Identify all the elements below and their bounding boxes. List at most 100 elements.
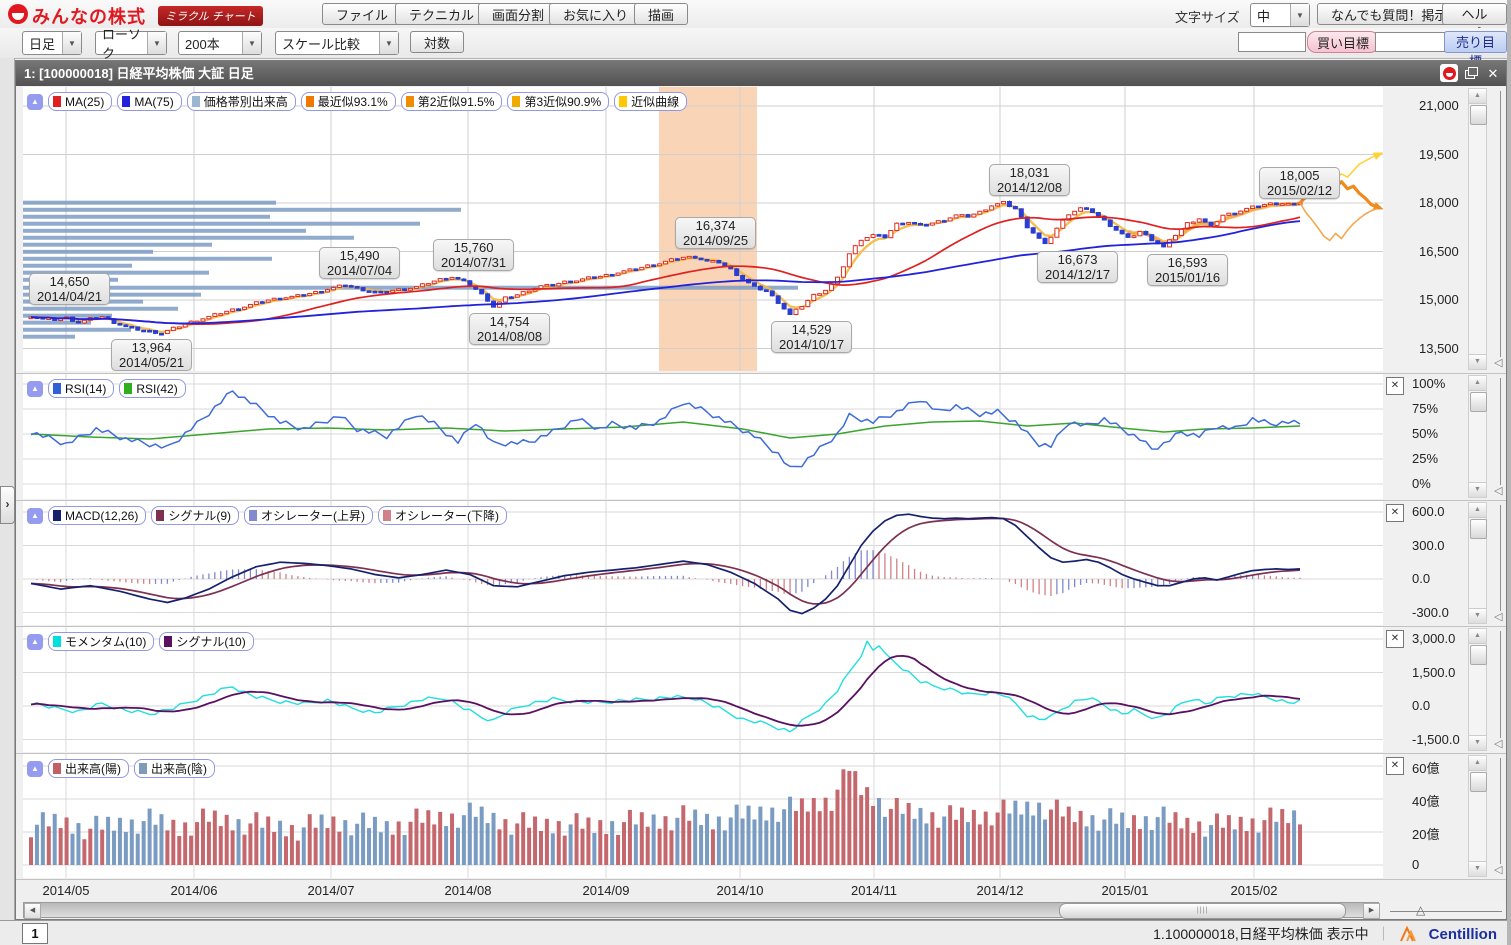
legend-chip[interactable]: MA(25) bbox=[48, 92, 113, 111]
scroll-down-icon[interactable]: ▼ bbox=[1469, 608, 1486, 623]
legend-chip[interactable]: 第2近似91.5% bbox=[400, 92, 503, 111]
slider-handle-icon[interactable]: ◁ bbox=[1494, 738, 1503, 750]
volume-chart-plot[interactable]: ▲ 出来高(陽) 出来高(陰) bbox=[23, 754, 1383, 878]
scroll-right-icon[interactable]: ▶ bbox=[1363, 903, 1380, 919]
page-tab-1[interactable]: 1 bbox=[22, 923, 48, 944]
macd-chart-plot[interactable]: ▲ MACD(12,26) シグナル(9) オシレーター(上昇) オシレーター(下降) bbox=[23, 501, 1383, 625]
scrollbar-thumb[interactable] bbox=[1470, 392, 1487, 412]
price-vertical-scrollbar[interactable]: ▲ ▼ bbox=[1468, 88, 1487, 370]
close-volume-panel-button[interactable]: ✕ bbox=[1386, 757, 1404, 775]
chevron-down-icon[interactable]: ▼ bbox=[379, 32, 398, 54]
menu-technical-button[interactable]: テクニカル bbox=[395, 3, 489, 25]
scroll-up-icon[interactable]: ▲ bbox=[1469, 629, 1486, 644]
buy-target-input[interactable] bbox=[1238, 32, 1306, 52]
price-annotation: 15,760 2014/07/31 bbox=[433, 239, 515, 271]
momentum-chart-plot[interactable]: ▲ モメンタム(10) シグナル(10) bbox=[23, 627, 1383, 752]
scroll-left-icon[interactable]: ◀ bbox=[24, 903, 41, 919]
rsi-zoom-slider[interactable]: ◁ bbox=[1493, 378, 1507, 497]
collapse-momentum-panel-button[interactable]: ▲ bbox=[27, 633, 43, 650]
legend-chip[interactable]: シグナル(9) bbox=[151, 506, 240, 525]
legend-chip[interactable]: 第3近似90.9% bbox=[507, 92, 610, 111]
scroll-down-icon[interactable]: ▼ bbox=[1469, 482, 1486, 497]
window-close-icon[interactable]: ✕ bbox=[1487, 65, 1499, 81]
scale-compare-select[interactable]: スケール比較 ▼ bbox=[275, 31, 399, 55]
collapse-volume-panel-button[interactable]: ▲ bbox=[27, 760, 43, 777]
collapse-macd-panel-button[interactable]: ▲ bbox=[27, 507, 43, 524]
scrollbar-thumb[interactable] bbox=[1470, 645, 1487, 665]
legend-chip[interactable]: 出来高(陽) bbox=[48, 759, 129, 778]
annotation-value: 14,529 bbox=[791, 322, 832, 337]
scroll-up-icon[interactable]: ▲ bbox=[1469, 756, 1486, 771]
slider-handle-icon[interactable]: △ bbox=[1416, 903, 1426, 917]
window-restore-icon[interactable] bbox=[1462, 64, 1480, 82]
font-size-select[interactable]: 中 ▼ bbox=[1250, 3, 1310, 27]
legend-chip[interactable]: 出来高(陰) bbox=[134, 759, 215, 778]
sell-target-button[interactable]: 売り目標 bbox=[1444, 31, 1507, 69]
legend-chip[interactable]: 最近似93.1% bbox=[300, 92, 396, 111]
legend-chip[interactable]: シグナル(10) bbox=[159, 632, 254, 651]
scroll-down-icon[interactable]: ▼ bbox=[1469, 354, 1486, 369]
scrollbar-thumb[interactable] bbox=[1470, 105, 1487, 125]
annotation-value: 13,964 bbox=[131, 340, 172, 355]
rsi-chart-plot[interactable]: ▲ RSI(14) RSI(42) bbox=[23, 374, 1383, 499]
scroll-down-icon[interactable]: ▼ bbox=[1469, 735, 1486, 750]
momentum-zoom-slider[interactable]: ◁ bbox=[1493, 631, 1507, 750]
close-rsi-panel-button[interactable]: ✕ bbox=[1386, 377, 1404, 395]
volume-vertical-scrollbar[interactable]: ▲ ▼ bbox=[1468, 755, 1487, 877]
status-text: 1.100000018,日経平均株価 表示中 bbox=[1153, 926, 1369, 942]
scroll-down-icon[interactable]: ▼ bbox=[1469, 861, 1486, 876]
buy-target-button[interactable]: 買い目標 bbox=[1307, 31, 1380, 53]
chevron-down-icon[interactable]: ▼ bbox=[147, 32, 166, 54]
horizontal-scrollbar[interactable]: ◀ |||| ▶ bbox=[23, 902, 1380, 919]
legend-chip[interactable]: MA(75) bbox=[117, 92, 182, 111]
collapse-rsi-panel-button[interactable]: ▲ bbox=[27, 380, 43, 397]
close-macd-panel-button[interactable]: ✕ bbox=[1386, 504, 1404, 522]
slider-handle-icon[interactable]: ◁ bbox=[1494, 864, 1503, 876]
scrollbar-thumb[interactable] bbox=[1470, 772, 1487, 792]
slider-handle-icon[interactable]: ◁ bbox=[1494, 357, 1503, 369]
interval-select[interactable]: 日足 ▼ bbox=[22, 31, 82, 55]
scrollbar-thumb[interactable]: |||| bbox=[1059, 903, 1346, 919]
slider-handle-icon[interactable]: ◁ bbox=[1494, 611, 1503, 623]
chart-type-select[interactable]: ローソク ▼ bbox=[95, 27, 167, 61]
legend-chip[interactable]: オシレーター(上昇) bbox=[244, 506, 374, 525]
legend-chip[interactable]: MACD(12,26) bbox=[48, 506, 147, 525]
volume-zoom-slider[interactable]: ◁ bbox=[1493, 758, 1507, 876]
chevron-down-icon[interactable]: ▼ bbox=[62, 32, 81, 54]
legend-chip[interactable]: 価格帯別出来高 bbox=[186, 92, 296, 111]
menu-draw-button[interactable]: 描画 bbox=[634, 3, 689, 25]
axis-tick-label: 50% bbox=[1412, 426, 1439, 441]
momentum-vertical-scrollbar[interactable]: ▲ ▼ bbox=[1468, 628, 1487, 751]
scroll-up-icon[interactable]: ▲ bbox=[1469, 503, 1486, 518]
horizontal-zoom-slider[interactable]: △ bbox=[1390, 903, 1502, 918]
bar-count-select[interactable]: 200本 ▼ bbox=[178, 31, 262, 55]
menu-favorites-button[interactable]: お気に入り bbox=[549, 3, 643, 25]
menu-file-button[interactable]: ファイル bbox=[322, 3, 403, 25]
qa-board-button[interactable]: なんでも質問！掲示板 bbox=[1317, 3, 1475, 25]
scroll-up-icon[interactable]: ▲ bbox=[1469, 89, 1486, 104]
minkabu-link-icon[interactable] bbox=[1440, 64, 1458, 82]
legend-chip[interactable]: オシレーター(下降) bbox=[378, 506, 508, 525]
collapse-main-panel-button[interactable]: ▲ bbox=[27, 93, 43, 110]
menu-split-screen-button[interactable]: 画面分割 bbox=[478, 3, 559, 25]
close-momentum-panel-button[interactable]: ✕ bbox=[1386, 630, 1404, 648]
sell-target-input[interactable] bbox=[1375, 32, 1445, 52]
rsi-vertical-scrollbar[interactable]: ▲ ▼ bbox=[1468, 375, 1487, 498]
chevron-down-icon[interactable]: ▼ bbox=[242, 32, 261, 54]
legend-chip[interactable]: 近似曲線 bbox=[614, 92, 688, 111]
legend-chip[interactable]: モメンタム(10) bbox=[48, 632, 155, 651]
scrollbar-thumb[interactable] bbox=[1470, 519, 1487, 539]
macd-zoom-slider[interactable]: ◁ bbox=[1493, 505, 1507, 623]
sidebar-expander-button[interactable]: › bbox=[0, 486, 15, 524]
legend-label: 出来高(陰) bbox=[151, 762, 207, 776]
slider-handle-icon[interactable]: ◁ bbox=[1494, 485, 1503, 497]
scroll-up-icon[interactable]: ▲ bbox=[1469, 376, 1486, 391]
log-scale-button[interactable]: 対数 bbox=[410, 31, 465, 53]
price-chart-plot[interactable]: ▲ MA(25) MA(75) 価格帯別出来高 最近似93.1% 第2近似91.5% 第3近… bbox=[23, 87, 1383, 371]
chevron-down-icon[interactable]: ▼ bbox=[1290, 4, 1309, 26]
legend-chip[interactable]: RSI(42) bbox=[119, 379, 186, 398]
macd-vertical-scrollbar[interactable]: ▲ ▼ bbox=[1468, 502, 1487, 624]
help-button[interactable]: ヘルプ bbox=[1442, 3, 1507, 41]
price-zoom-slider[interactable]: ◁ bbox=[1493, 91, 1507, 369]
legend-chip[interactable]: RSI(14) bbox=[48, 379, 115, 398]
